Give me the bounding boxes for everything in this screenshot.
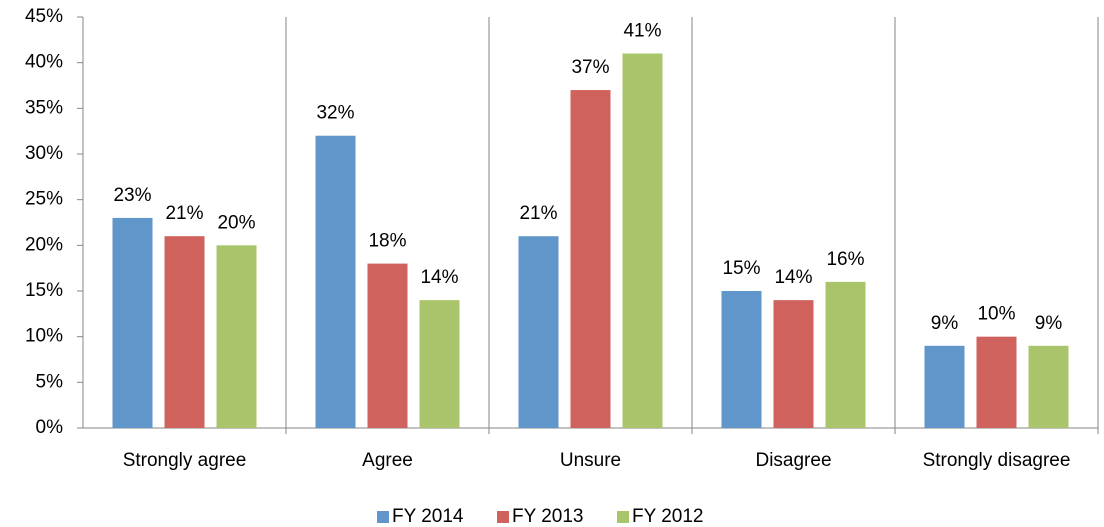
- bar: [721, 291, 762, 428]
- y-tick-label: 30%: [25, 143, 63, 164]
- y-tick-label: 0%: [36, 417, 64, 438]
- data-label: 21%: [519, 203, 557, 224]
- data-label: 23%: [113, 185, 151, 206]
- data-label: 14%: [774, 267, 812, 288]
- x-tick-label: Strongly disagree: [923, 450, 1071, 471]
- x-tick-label: Strongly agree: [123, 450, 247, 471]
- bar: [570, 90, 611, 429]
- y-tick-label: 15%: [25, 280, 63, 301]
- bar: [924, 345, 965, 428]
- data-label: 32%: [316, 103, 354, 124]
- y-tick-label: 20%: [25, 234, 63, 255]
- y-tick-label: 40%: [25, 52, 63, 73]
- data-label: 18%: [368, 231, 406, 252]
- bar: [518, 236, 559, 428]
- data-label: 16%: [826, 249, 864, 270]
- bar: [164, 236, 205, 428]
- data-label: 15%: [722, 258, 760, 279]
- legend-label: FY 2014: [392, 506, 464, 527]
- bar: [419, 300, 460, 428]
- legend-swatch: [617, 511, 629, 523]
- legend-label: FY 2013: [512, 506, 583, 527]
- legend-swatch: [497, 511, 509, 523]
- y-tick-label: 10%: [25, 326, 63, 347]
- data-label: 9%: [931, 313, 959, 334]
- y-tick-label: 5%: [36, 371, 64, 392]
- bar: [216, 245, 257, 428]
- bar: [622, 53, 663, 429]
- data-label: 9%: [1035, 313, 1063, 334]
- bar: [825, 281, 866, 428]
- y-tick-label: 35%: [25, 97, 63, 118]
- bar: [773, 300, 814, 428]
- bar: [976, 336, 1017, 428]
- y-tick-label: 45%: [25, 6, 63, 27]
- x-tick-label: Agree: [362, 450, 413, 471]
- data-label: 41%: [623, 21, 661, 42]
- data-label: 21%: [165, 203, 203, 224]
- x-tick-label: Disagree: [755, 450, 831, 471]
- legend-swatch: [377, 511, 389, 523]
- legend-label: FY 2012: [632, 506, 703, 527]
- data-label: 14%: [420, 267, 458, 288]
- x-tick-label: Unsure: [560, 450, 621, 471]
- data-label: 20%: [217, 212, 255, 233]
- bar: [1028, 345, 1069, 428]
- bar: [367, 263, 408, 428]
- data-label: 10%: [977, 304, 1015, 325]
- bar: [315, 135, 356, 428]
- y-tick-label: 25%: [25, 189, 63, 210]
- bar: [112, 217, 153, 428]
- data-label: 37%: [571, 57, 609, 78]
